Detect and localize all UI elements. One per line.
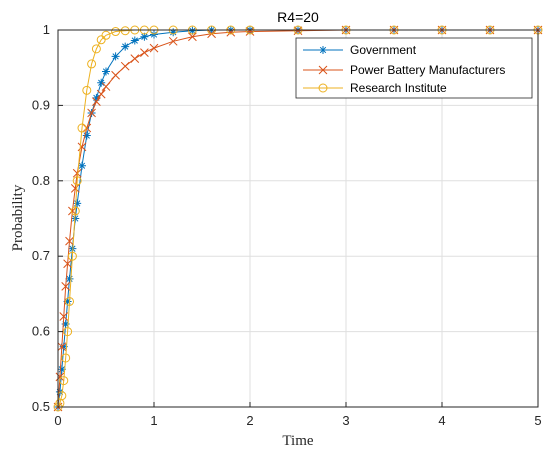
x-tick-label: 5 (534, 413, 541, 428)
data-point (188, 32, 197, 42)
data-point (61, 282, 71, 291)
data-point (111, 70, 120, 80)
y-tick-label: 0.7 (32, 248, 50, 263)
data-point (65, 274, 74, 283)
legend-entry-power-battery-manufacturers: Power Battery Manufacturers (303, 63, 505, 77)
data-point (87, 108, 96, 118)
legend-label-research-institute: Research Institute (350, 81, 447, 95)
data-point (61, 353, 71, 363)
y-tick-label: 0.5 (32, 399, 50, 414)
series-line (57, 29, 538, 408)
legend-marker-government (319, 46, 327, 54)
data-point (101, 82, 111, 91)
data-point (73, 199, 82, 208)
data-point (63, 327, 73, 337)
data-point (70, 183, 80, 193)
data-point (82, 85, 92, 95)
data-point (63, 259, 72, 269)
data-point (319, 46, 327, 54)
data-point (59, 312, 69, 321)
data-point (130, 54, 140, 64)
data-point (149, 43, 159, 53)
data-point (96, 35, 106, 45)
data-point (96, 89, 106, 99)
data-point (97, 78, 106, 87)
data-point (150, 30, 158, 39)
legend-label-government: Government (350, 43, 417, 57)
plot-frame (57, 29, 539, 408)
data-point (82, 131, 91, 140)
chart-title: R4=20 (277, 9, 319, 25)
data-point (92, 93, 101, 102)
data-point (140, 48, 149, 57)
data-point (140, 32, 149, 41)
data-point (169, 28, 178, 37)
x-tick-label: 4 (438, 413, 445, 428)
y-axis-title: Probability (10, 184, 26, 251)
data-point (55, 372, 65, 382)
axis-ticks: 0 1 2 3 4 5 0.5 0.6 0.7 0.8 0.9 1 (32, 22, 542, 428)
data-point (63, 297, 72, 306)
y-tick-label: 0.9 (32, 97, 50, 112)
data-point (59, 376, 69, 386)
data-point (72, 176, 82, 186)
data-point (65, 296, 75, 306)
data-point (87, 59, 97, 69)
y-tick-label: 1 (43, 22, 50, 37)
y-tick-label: 0.6 (32, 324, 50, 339)
data-point (57, 365, 66, 374)
data-point (61, 320, 70, 329)
x-tick-label: 1 (150, 413, 157, 428)
x-tick-label: 0 (54, 413, 61, 428)
x-tick-label: 2 (246, 413, 253, 428)
data-point (130, 36, 139, 45)
legend-entry-research-institute: Research Institute (303, 81, 447, 95)
legend-entry-government: Government (303, 43, 417, 57)
data-point (91, 44, 101, 54)
data-point (92, 97, 101, 106)
data-point (70, 206, 80, 216)
legend-label-power-battery-manufacturers: Power Battery Manufacturers (350, 63, 505, 77)
data-point (318, 83, 328, 93)
data-point (78, 161, 86, 170)
legend-marker-research-institute (318, 83, 328, 93)
data-point (102, 67, 110, 76)
data-point (121, 42, 130, 51)
legend-marker-power-battery-manufacturers (318, 65, 328, 75)
data-point (188, 26, 197, 35)
data-point (111, 27, 121, 37)
data-point (82, 123, 92, 133)
x-tick-label: 3 (342, 413, 349, 428)
data-point (318, 65, 328, 75)
data-point (59, 342, 68, 351)
data-point (57, 342, 67, 352)
legend: Government Power Battery Manufacturers R… (295, 37, 533, 99)
data-point (101, 30, 111, 40)
data-point (120, 26, 130, 36)
data-point (77, 142, 87, 152)
data-point (120, 61, 130, 71)
data-point (111, 52, 120, 61)
data-point (67, 251, 77, 261)
data-point (168, 36, 178, 46)
y-tick-label: 0.8 (32, 173, 50, 188)
data-point (72, 168, 82, 178)
data-point (77, 123, 87, 133)
data-point (245, 27, 255, 36)
x-axis-title: Time (282, 433, 313, 449)
data-point (65, 236, 74, 246)
